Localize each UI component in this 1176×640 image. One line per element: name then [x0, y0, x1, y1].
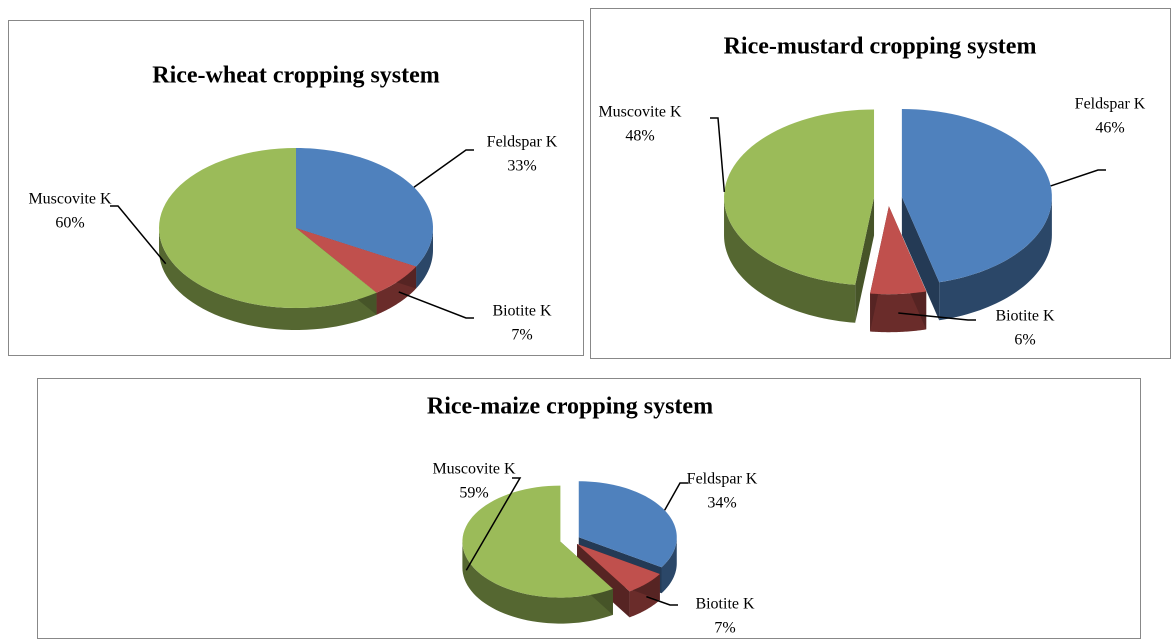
chart-title: Rice-maize cropping system — [427, 394, 713, 420]
slice-side — [724, 197, 856, 323]
data-label-name: Feldspar K — [487, 134, 558, 151]
data-label-name: Muscovite K — [432, 461, 516, 478]
data-label-value: 59% — [459, 485, 488, 502]
data-label-value: 6% — [1014, 332, 1035, 349]
chart-title: Rice-mustard cropping system — [724, 34, 1037, 60]
slice — [578, 481, 677, 568]
data-label-value: 7% — [714, 620, 735, 637]
leader-line — [110, 205, 167, 265]
slice — [724, 109, 875, 285]
data-label-name: Biotite K — [695, 596, 755, 613]
slice — [296, 228, 417, 293]
data-label-value: 46% — [1095, 120, 1124, 137]
chart-frame — [590, 8, 1171, 359]
data-label-name: Feldspar K — [687, 471, 758, 488]
slice-side — [870, 291, 927, 333]
leader-line — [646, 595, 678, 606]
slice — [159, 148, 377, 308]
slice-side — [855, 197, 875, 323]
data-label-value: 7% — [511, 327, 532, 344]
data-label-name: Biotite K — [492, 303, 552, 320]
leader-line — [710, 117, 726, 193]
leader-line — [398, 291, 474, 319]
data-label-value: 48% — [625, 128, 654, 145]
chart-frame — [37, 378, 1141, 639]
slice-side — [416, 228, 433, 289]
leader-line — [465, 477, 522, 571]
data-label-value: 60% — [55, 215, 84, 232]
leader-line — [898, 312, 976, 321]
slice — [577, 544, 660, 592]
data-label-name: Feldspar K — [1075, 96, 1146, 113]
slice-side — [159, 228, 377, 330]
chart-title: Rice-wheat cropping system — [152, 63, 440, 89]
data-label-value: 33% — [507, 158, 536, 175]
leader-line — [1050, 169, 1106, 187]
leader-line — [663, 482, 688, 511]
data-label-name: Muscovite K — [598, 104, 682, 121]
chart-frame — [8, 20, 584, 356]
slice-side — [939, 196, 1052, 321]
slice — [870, 206, 927, 295]
slice — [296, 148, 433, 267]
slice-side — [661, 537, 677, 594]
leader-line — [413, 149, 474, 188]
data-label-name: Muscovite K — [28, 191, 112, 208]
data-label-value: 34% — [707, 495, 736, 512]
slice — [901, 108, 1052, 283]
slice-side — [901, 196, 940, 321]
data-label-name: Biotite K — [995, 308, 1055, 325]
slice-side — [462, 541, 613, 624]
